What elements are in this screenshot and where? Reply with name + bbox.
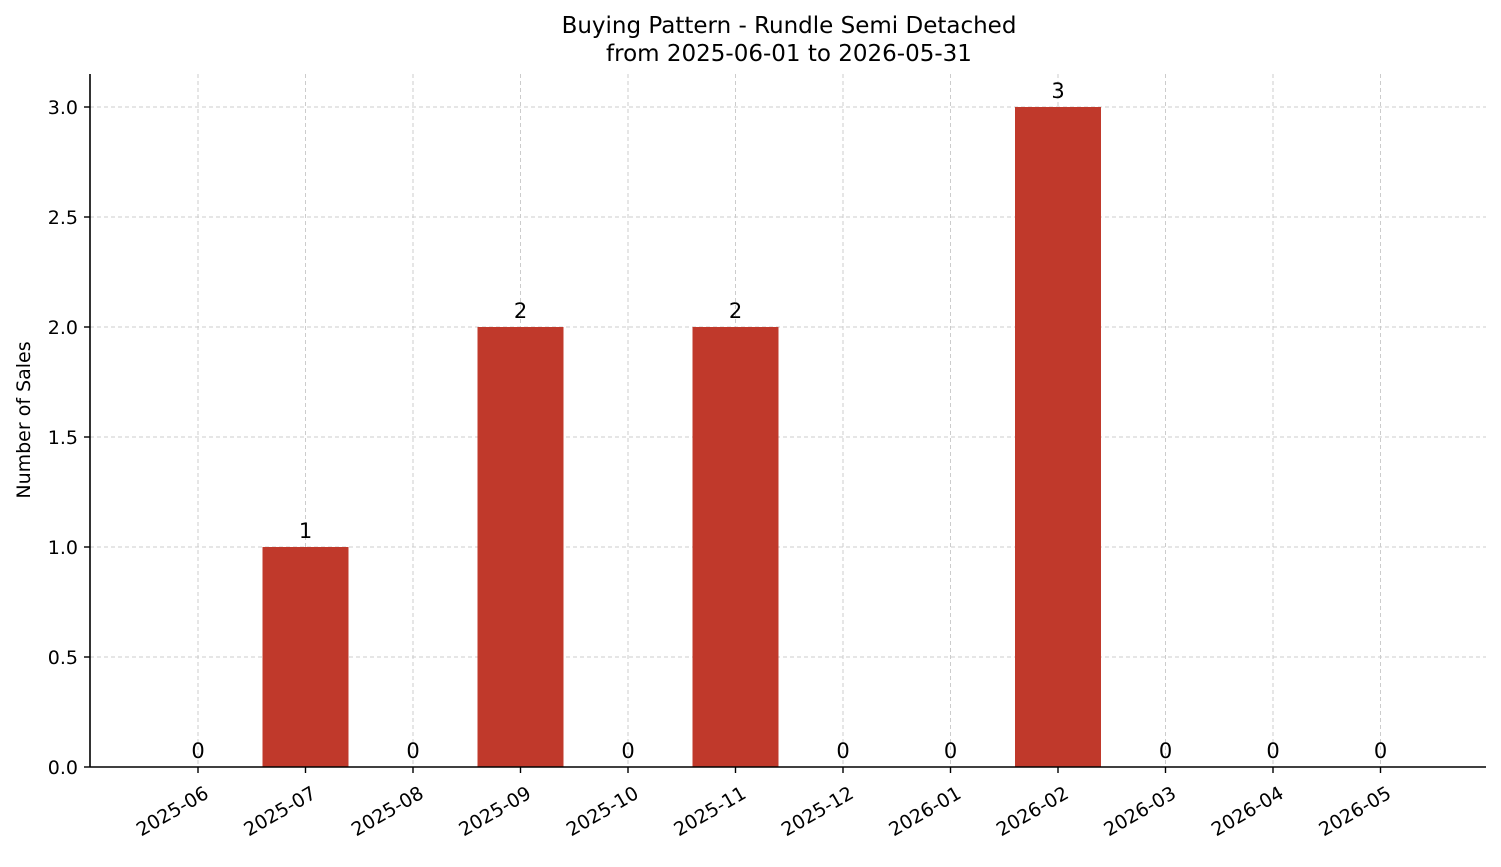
bar-2025-09 [477,327,564,767]
x-tick-label: 2025-06 [133,782,213,841]
y-tick-label: 0.5 [48,647,78,669]
bars [262,107,1101,767]
y-tick-label: 0.0 [48,757,78,779]
data-label: 0 [1374,739,1387,763]
x-tick-label: 2025-10 [563,782,643,841]
y-tick-label: 3.0 [48,97,78,119]
x-tick-label: 2025-12 [778,782,858,841]
data-label: 0 [1266,739,1279,763]
axes [89,74,1486,768]
x-tick-label: 2026-03 [1100,782,1180,841]
data-label: 0 [191,739,204,763]
x-tick-label: 2025-11 [670,782,750,841]
x-tick-label: 2026-01 [885,782,965,841]
bar-2025-07 [262,547,349,767]
y-tick-label: 2.0 [48,317,78,339]
data-label: 0 [406,739,419,763]
data-label: 2 [514,299,527,323]
chart-subtitle: from 2025-06-01 to 2026-05-31 [606,41,972,67]
data-label: 0 [621,739,634,763]
data-label: 0 [836,739,849,763]
x-tick-label: 2025-08 [348,782,428,841]
data-labels: 0 1 0 2 0 2 0 0 3 0 0 0 [191,79,1387,763]
x-tick-label: 2025-07 [240,782,320,841]
x-tick-label: 2026-05 [1315,782,1395,841]
y-tick-label: 1.0 [48,537,78,559]
data-label: 2 [729,299,742,323]
x-tick-label: 2025-09 [455,782,535,841]
data-label: 1 [299,519,312,543]
bar-2025-11 [692,327,779,767]
y-tick-label: 2.5 [48,207,78,229]
data-label: 0 [944,739,957,763]
chart-title: Buying Pattern - Rundle Semi Detached [562,13,1017,39]
bar-2026-02 [1015,107,1101,767]
data-label: 3 [1051,79,1064,103]
x-tick-label: 2026-04 [1208,782,1288,841]
y-tick-label: 1.5 [48,427,78,449]
x-tick-label: 2026-02 [993,782,1073,841]
y-axis-label: Number of Sales [13,341,35,498]
data-label: 0 [1159,739,1172,763]
